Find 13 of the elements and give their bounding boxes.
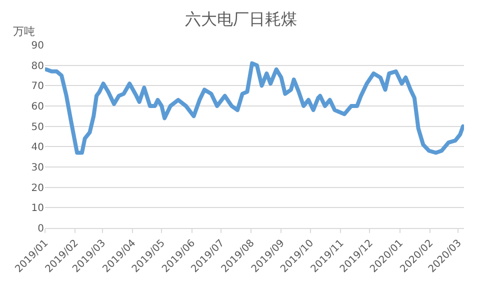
line-series: [45, 61, 464, 155]
y-tick-label: 10: [31, 203, 44, 214]
y-tick-label: 40: [31, 142, 44, 154]
y-tick-label: 80: [31, 60, 44, 72]
chart-title: 六大电厂日耗煤: [185, 9, 297, 28]
y-tick-label: 90: [31, 40, 44, 52]
y-axis-title: 万吨: [13, 25, 35, 38]
y-tick-label: 60: [31, 102, 44, 112]
y-tick-label: 0: [38, 224, 44, 234]
y-tick-label: 30: [31, 162, 44, 174]
y-tick-label: 20: [31, 182, 44, 194]
y-tick-label: 70: [31, 81, 44, 92]
y-tick-label: 50: [31, 122, 44, 133]
